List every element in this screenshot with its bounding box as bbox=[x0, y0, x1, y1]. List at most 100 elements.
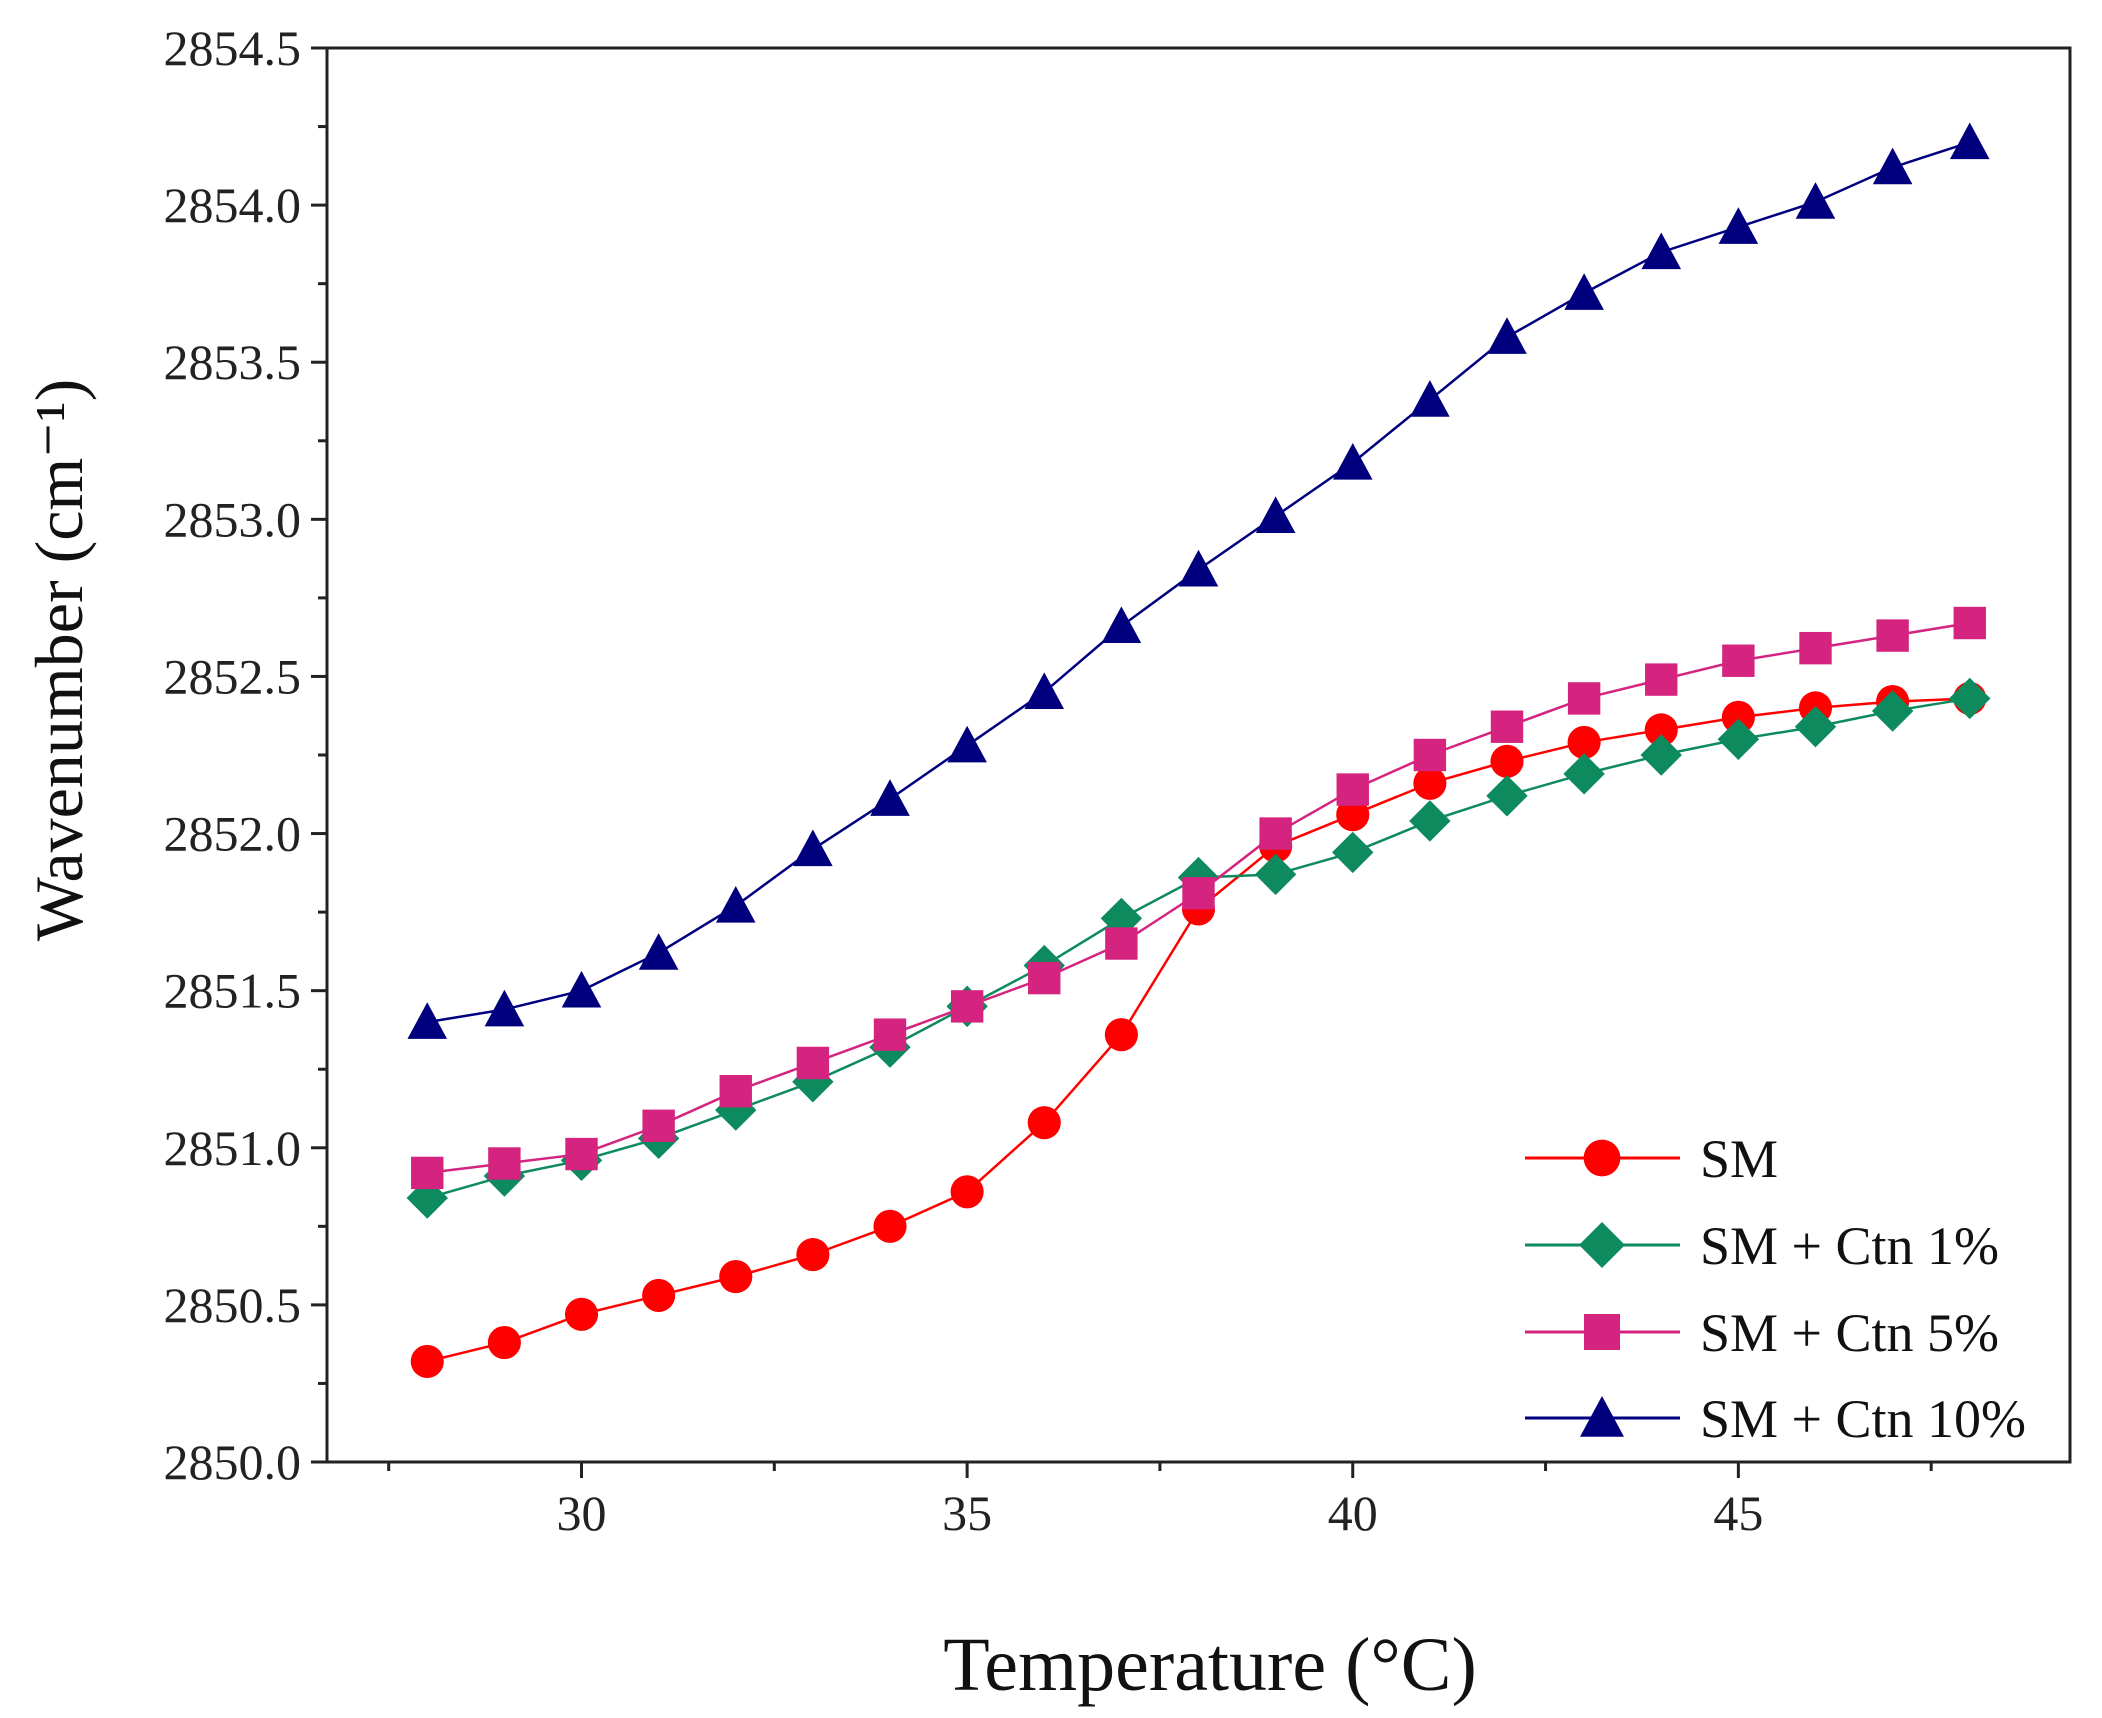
series-sm-ctn-10 bbox=[407, 122, 1990, 1039]
data-point-sm-ctn-10 bbox=[1564, 273, 1604, 310]
data-point-sm bbox=[1644, 713, 1678, 747]
data-point-sm-ctn-5 bbox=[1645, 663, 1678, 696]
data-point-sm-ctn-5 bbox=[1105, 927, 1138, 960]
data-point-sm-ctn-10 bbox=[1024, 672, 1065, 709]
data-point-sm-ctn-10 bbox=[870, 779, 910, 816]
y-tick-label: 2851.5 bbox=[164, 963, 302, 1019]
data-point-sm bbox=[564, 1297, 599, 1331]
data-point-sm-ctn-10 bbox=[1641, 232, 1682, 270]
data-point-sm-ctn-5 bbox=[1182, 877, 1215, 910]
data-point-sm-ctn-5 bbox=[719, 1075, 752, 1108]
data-point-sm bbox=[796, 1238, 830, 1272]
y-axis-title: Wavenumber (cm⁻¹) bbox=[21, 379, 97, 941]
legend-marker-square bbox=[1584, 1314, 1620, 1350]
data-point-sm-ctn-5 bbox=[411, 1156, 444, 1190]
data-point-sm bbox=[410, 1344, 444, 1379]
legend-marker-diamond bbox=[1579, 1222, 1625, 1268]
data-point-sm bbox=[950, 1175, 984, 1209]
data-point-sm-ctn-5 bbox=[1336, 773, 1369, 806]
data-point-sm-ctn-5 bbox=[1028, 961, 1061, 995]
data-point-sm-ctn-10 bbox=[1949, 122, 1990, 160]
y-tick-label: 2853.0 bbox=[164, 491, 302, 547]
data-point-sm-ctn-1 bbox=[1640, 734, 1682, 776]
axes: 2850.0 2850.5 2851.0 2851.5 2852.0 2852.5 2853… bbox=[164, 20, 2072, 1541]
data-point-sm-ctn-1 bbox=[1717, 718, 1760, 760]
legend-label: SM + Ctn 10% bbox=[1700, 1389, 2026, 1449]
data-point-sm bbox=[642, 1278, 676, 1313]
data-point-sm-ctn-5 bbox=[565, 1137, 598, 1171]
data-point-sm-ctn-5 bbox=[1799, 631, 1832, 665]
data-point-sm-ctn-5 bbox=[1259, 817, 1292, 850]
legend-item-sm: SM bbox=[1525, 1129, 1778, 1189]
series-sm bbox=[410, 681, 1987, 1379]
x-tick-label: 30 bbox=[557, 1485, 607, 1541]
data-point-sm-ctn-1 bbox=[1409, 800, 1451, 842]
data-point-sm bbox=[719, 1260, 753, 1294]
data-point-sm-ctn-5 bbox=[1490, 710, 1524, 743]
data-point-sm-ctn-10 bbox=[1255, 496, 1296, 534]
data-point-sm-ctn-1 bbox=[1486, 775, 1528, 817]
legend-label: SM + Ctn 5% bbox=[1700, 1303, 1999, 1363]
legend-label: SM bbox=[1700, 1129, 1778, 1189]
data-point-sm-ctn-1 bbox=[1100, 897, 1143, 940]
data-point-sm-ctn-10 bbox=[1795, 182, 1836, 219]
data-point-sm-ctn-10 bbox=[1487, 317, 1527, 354]
data-point-sm-ctn-10 bbox=[1332, 442, 1373, 480]
data-point-sm-ctn-10 bbox=[1872, 147, 1913, 185]
x-axis-title: Temperature (°C) bbox=[943, 1623, 1477, 1707]
data-point-sm-ctn-5 bbox=[488, 1147, 521, 1180]
data-point-sm-ctn-10 bbox=[1410, 380, 1450, 417]
data-point-sm-ctn-10 bbox=[1178, 549, 1219, 587]
data-point-sm-ctn-1 bbox=[1794, 706, 1837, 748]
data-point-sm-ctn-5 bbox=[873, 1018, 907, 1051]
data-point-sm bbox=[873, 1209, 907, 1243]
data-point-sm bbox=[1027, 1106, 1061, 1140]
data-point-sm-ctn-10 bbox=[407, 1002, 448, 1039]
data-point-sm bbox=[1490, 744, 1524, 778]
data-point-sm-ctn-10 bbox=[793, 829, 833, 867]
data-point-sm-ctn-1 bbox=[715, 1089, 757, 1131]
legend-marker-triangle bbox=[1580, 1396, 1624, 1437]
data-point-sm-ctn-10 bbox=[1718, 207, 1759, 244]
data-point-sm-ctn-1 bbox=[1871, 690, 1914, 732]
y-tick-label: 2851.0 bbox=[164, 1120, 302, 1176]
x-tick-label: 45 bbox=[1713, 1485, 1763, 1541]
y-tick-label: 2853.5 bbox=[164, 334, 302, 390]
data-point-sm-ctn-10 bbox=[561, 970, 602, 1008]
legend-label: SM + Ctn 1% bbox=[1700, 1216, 1999, 1276]
y-tick-label: 2850.5 bbox=[164, 1277, 302, 1333]
data-point-sm-ctn-5 bbox=[642, 1109, 675, 1142]
legend-item-sm-ctn-10: SM + Ctn 10% bbox=[1525, 1389, 2026, 1449]
legend-marker-circle bbox=[1583, 1139, 1621, 1177]
y-tick-label: 2854.0 bbox=[164, 177, 302, 233]
data-point-sm-ctn-10 bbox=[484, 989, 525, 1027]
data-point-sm bbox=[1721, 700, 1755, 734]
data-point-sm-ctn-10 bbox=[947, 725, 987, 763]
data-point-sm-ctn-10 bbox=[1101, 606, 1142, 643]
y-tick-label: 2852.0 bbox=[164, 806, 302, 862]
data-point-sm-ctn-5 bbox=[1413, 738, 1447, 772]
data-point-sm-ctn-1 bbox=[1254, 853, 1297, 896]
data-point-sm-ctn-5 bbox=[1567, 682, 1601, 715]
data-point-sm bbox=[1104, 1018, 1138, 1052]
y-tick-label: 2852.5 bbox=[164, 648, 302, 704]
legend-item-sm-ctn-1: SM + Ctn 1% bbox=[1525, 1216, 1999, 1276]
data-point-sm-ctn-1 bbox=[1563, 753, 1605, 795]
x-tick-label: 40 bbox=[1328, 1485, 1378, 1541]
data-point-sm-ctn-1 bbox=[1332, 831, 1374, 874]
series-group bbox=[406, 122, 1991, 1379]
data-point-sm bbox=[1336, 798, 1370, 832]
x-tick-label: 35 bbox=[942, 1485, 992, 1541]
data-point-sm-ctn-5 bbox=[1876, 619, 1909, 652]
data-point-sm-ctn-5 bbox=[1953, 606, 1986, 640]
data-point-sm-ctn-10 bbox=[638, 933, 679, 970]
y-tick-label: 2854.5 bbox=[164, 20, 302, 76]
legend: SM SM + Ctn 1% SM + Ctn 5% SM + Ctn 10% bbox=[1525, 1129, 2026, 1449]
y-tick-label: 2850.0 bbox=[164, 1434, 302, 1490]
data-point-sm-ctn-5 bbox=[796, 1046, 830, 1080]
data-point-sm-ctn-1 bbox=[792, 1061, 834, 1103]
data-point-sm bbox=[487, 1326, 521, 1360]
